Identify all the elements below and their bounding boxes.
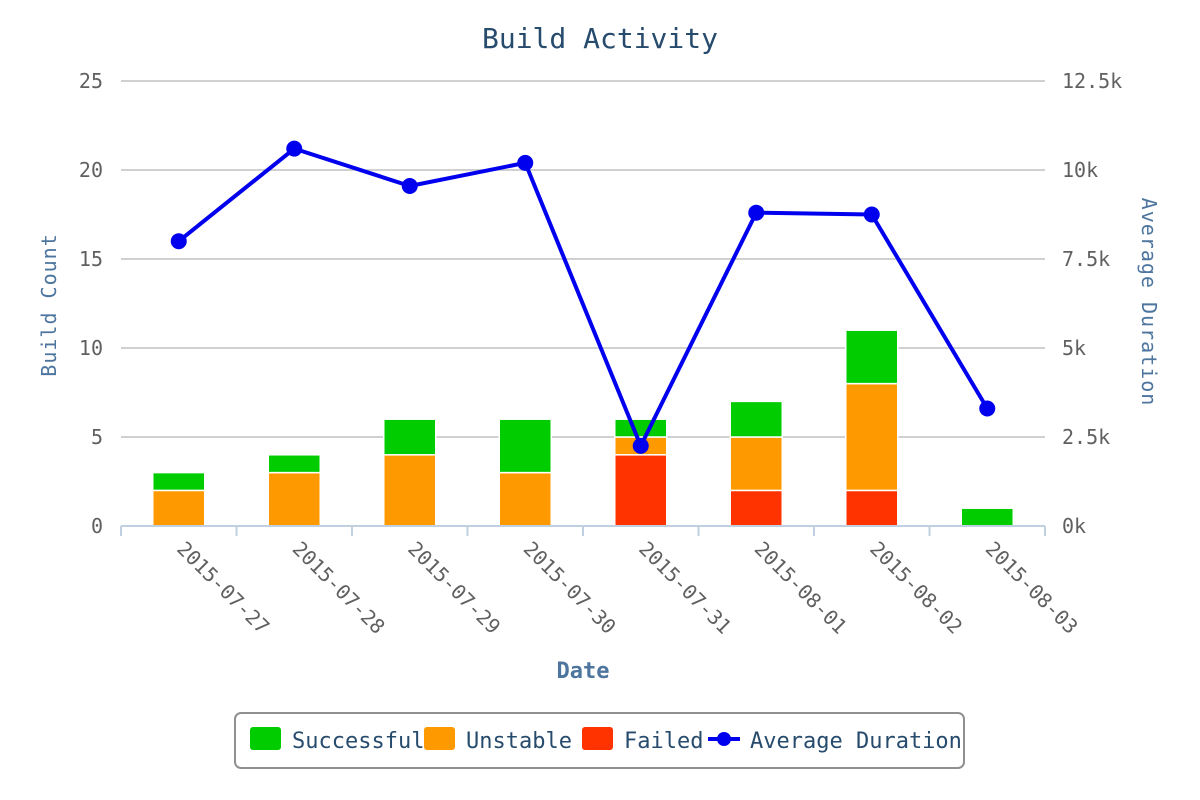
average-duration-point-2015-08-01[interactable]	[748, 204, 765, 221]
average-duration-point-2015-07-30[interactable]	[517, 154, 534, 171]
y-right-tick-label: 0k	[1062, 514, 1086, 538]
average-duration-point-2015-07-28[interactable]	[286, 140, 303, 157]
x-tick-label: 2015-07-27	[172, 537, 274, 639]
x-tick-label: 2015-07-30	[519, 537, 621, 639]
gridlines	[121, 80, 1045, 438]
x-tick-label: 2015-08-03	[981, 537, 1083, 639]
y-right-tick-label: 2.5k	[1062, 425, 1110, 449]
bar-successful-2015-07-31[interactable]	[614, 418, 668, 438]
x-tick-label: 2015-07-29	[403, 537, 505, 639]
y-left-tick-label: 0	[91, 514, 103, 538]
y-left-tick-label: 20	[79, 158, 103, 182]
y-axis-right-title: Average Duration	[1137, 198, 1161, 407]
legend-swatch-successful	[250, 727, 281, 750]
x-tick-label: 2015-08-02	[865, 537, 967, 639]
y-right-tick-label: 5k	[1062, 336, 1086, 360]
legend-label-average-duration: Average Duration	[750, 729, 962, 754]
y-right-tick-label: 7.5k	[1062, 247, 1110, 271]
average-duration-line-series	[170, 140, 996, 454]
average-duration-point-2015-07-29[interactable]	[401, 178, 418, 195]
legend-label-successful: Successful	[292, 729, 424, 754]
average-duration-line	[177, 146, 989, 448]
average-duration-point-2015-08-02[interactable]	[863, 206, 880, 223]
legend-item-unstable[interactable]: Unstable	[424, 727, 572, 754]
bar-successful-2015-07-29[interactable]	[383, 418, 437, 456]
legend-item-average-duration[interactable]: Average Duration	[708, 729, 962, 754]
legend-label-unstable: Unstable	[466, 729, 572, 754]
y-right-tick-label: 10k	[1062, 158, 1098, 182]
bar-unstable-2015-08-01[interactable]	[729, 436, 783, 492]
legend-label-failed: Failed	[624, 729, 703, 754]
legend-item-successful[interactable]: Successful	[250, 727, 424, 754]
x-tick-label: 2015-07-28	[288, 537, 390, 639]
average-duration-point-2015-07-31[interactable]	[632, 437, 649, 454]
bar-unstable-2015-07-30[interactable]	[498, 471, 552, 527]
bar-successful-2015-07-30[interactable]	[498, 418, 552, 474]
average-duration-point-2015-07-27[interactable]	[170, 233, 187, 250]
y-left-tick-label: 10	[79, 336, 103, 360]
bar-successful-2015-08-03[interactable]	[960, 507, 1014, 527]
y-axis-left-title: Build Count	[37, 233, 61, 376]
bar-successful-2015-07-28[interactable]	[267, 454, 321, 474]
y-right-tick-label: 12.5k	[1062, 69, 1122, 93]
bar-unstable-2015-07-29[interactable]	[383, 454, 437, 527]
x-tick-label: 2015-07-31	[634, 537, 736, 639]
y-left-tick-label: 25	[79, 69, 103, 93]
bar-successful-2015-08-02[interactable]	[845, 329, 899, 385]
bar-failed-2015-08-01[interactable]	[729, 489, 783, 527]
legend-swatch-failed	[582, 727, 613, 750]
bar-successful-2015-08-01[interactable]	[729, 400, 783, 438]
legend: Successful Unstable Failed Average Durat…	[234, 712, 965, 769]
x-tick-label: 2015-08-01	[750, 537, 852, 639]
y-left-tick-label: 15	[79, 247, 103, 271]
legend-swatch-unstable	[424, 727, 455, 750]
bar-failed-2015-08-02[interactable]	[845, 489, 899, 527]
y-axis-left-ticks: 0 5 10 15 20 25	[79, 69, 103, 538]
legend-item-failed[interactable]: Failed	[582, 727, 703, 754]
chart-title: Build Activity	[482, 22, 718, 55]
x-axis: 2015-07-27 2015-07-28 2015-07-29 2015-07-30…	[120, 525, 1083, 639]
bar-successful-2015-07-27[interactable]	[152, 471, 206, 492]
bar-failed-2015-07-31[interactable]	[614, 454, 668, 527]
bar-unstable-2015-07-27[interactable]	[152, 489, 206, 527]
y-left-tick-label: 5	[91, 425, 103, 449]
bar-series	[152, 329, 1014, 527]
bar-unstable-2015-07-28[interactable]	[267, 471, 321, 527]
x-axis-title: Date	[557, 659, 610, 684]
average-duration-point-2015-08-03[interactable]	[979, 400, 996, 417]
bar-unstable-2015-08-02[interactable]	[845, 382, 899, 492]
y-axis-right-ticks: 0k 2.5k 5k 7.5k 10k 12.5k	[1062, 69, 1122, 538]
legend-marker-average-duration	[717, 732, 731, 746]
